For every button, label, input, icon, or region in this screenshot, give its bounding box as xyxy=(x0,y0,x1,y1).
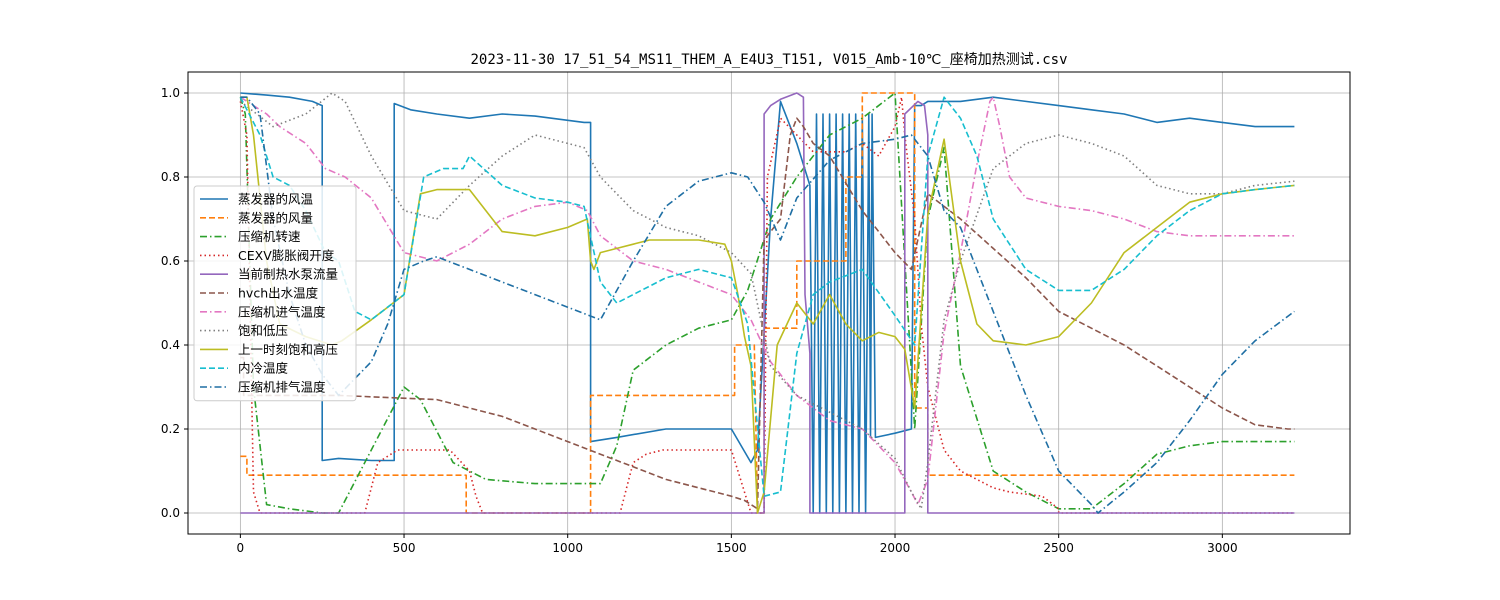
x-tick-label: 2000 xyxy=(880,541,911,555)
grid xyxy=(188,72,1350,534)
legend-label: hvch出水温度 xyxy=(238,286,319,301)
x-tick-label: 500 xyxy=(393,541,416,555)
y-tick-label: 1.0 xyxy=(161,86,180,100)
legend-label: 压缩机进气温度 xyxy=(238,304,326,319)
legend-label: 当前制热水泵流量 xyxy=(238,267,338,282)
series-line xyxy=(240,92,1295,514)
series-line xyxy=(240,117,1295,510)
series-line xyxy=(240,92,1295,514)
legend-box xyxy=(193,185,357,402)
series-line xyxy=(240,96,1295,514)
series-group xyxy=(239,92,1295,514)
series-line xyxy=(239,96,1295,498)
plot-frame xyxy=(187,71,1351,535)
y-tick-label: 0.0 xyxy=(161,506,180,520)
y-tick-label: 0.2 xyxy=(161,422,180,436)
series-line xyxy=(239,96,1295,506)
legend-label: 内冷温度 xyxy=(238,361,289,376)
x-tick-label: 1500 xyxy=(716,541,747,555)
legend-label: 蒸发器的风温 xyxy=(238,192,314,207)
legend-label: CEXV膨胀阀开度 xyxy=(238,248,335,263)
x-tick-label: 0 xyxy=(237,541,245,555)
legend-label: 压缩机排气温度 xyxy=(238,380,326,395)
series-line xyxy=(239,92,1295,510)
y-tick-label: 0.8 xyxy=(161,170,180,184)
x-tick-label: 2500 xyxy=(1043,541,1074,555)
x-tick-label: 3000 xyxy=(1207,541,1238,555)
chart-title: 2023-11-30 17_51_54_MS11_THEM_A_E4U3_T15… xyxy=(470,52,1067,68)
legend-label: 压缩机转速 xyxy=(238,229,301,244)
legend-label: 饱和低压 xyxy=(238,323,288,338)
y-tick-label: 0.4 xyxy=(161,338,180,352)
x-tick-label: 1000 xyxy=(552,541,583,555)
legend-label: 蒸发器的风量 xyxy=(238,210,313,225)
axis-ticks: 0 500 1000 1500 2000 2500 3000 0.0 0.2 0.4 0.6 0.8 1… xyxy=(161,86,1238,555)
legend-label: 上一时刻饱和高压 xyxy=(238,342,338,357)
y-tick-label: 0.6 xyxy=(161,254,180,268)
